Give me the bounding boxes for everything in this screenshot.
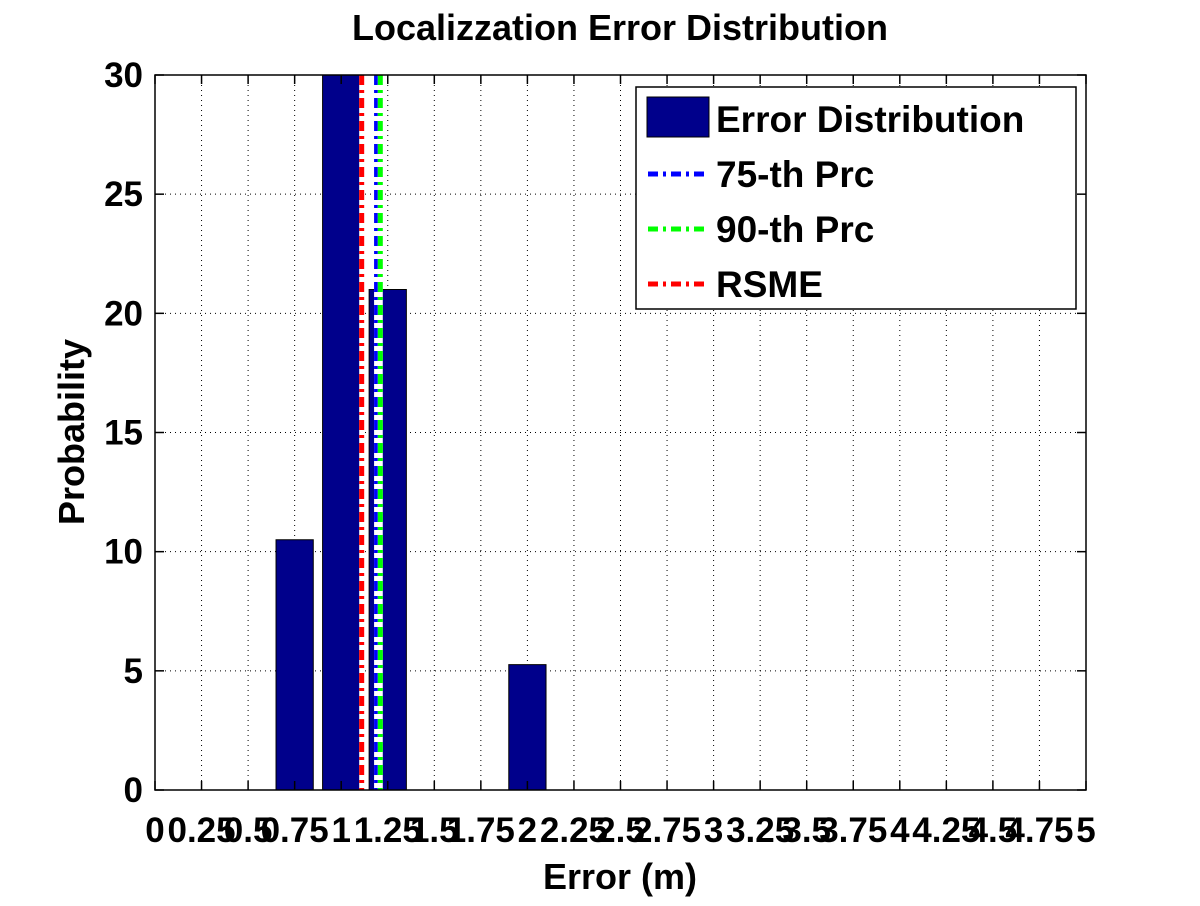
x-tick-label: 0.5 xyxy=(224,811,273,850)
y-tick-label: 25 xyxy=(104,175,143,214)
x-tick-label: 5 xyxy=(1076,811,1095,850)
x-tick-label: 2.5 xyxy=(596,811,645,850)
x-tick-label: 4.5 xyxy=(969,811,1018,850)
x-tick-label: 1 xyxy=(331,811,350,850)
x-tick-label: 1.75 xyxy=(447,811,515,850)
x-tick-label: 4.25 xyxy=(912,811,980,850)
legend-label: 90-th Prc xyxy=(716,209,874,250)
x-tick-label: 0.25 xyxy=(167,811,235,850)
y-axis-label: Probability xyxy=(51,339,92,525)
legend-swatch-bar xyxy=(646,96,710,138)
x-tick-label: 1.5 xyxy=(410,811,459,850)
x-tick-label: 1.25 xyxy=(354,811,422,850)
x-axis-label: Error (m) xyxy=(543,856,697,897)
x-tick-label: 0.75 xyxy=(261,811,329,850)
x-tick-label: 4.75 xyxy=(1005,811,1073,850)
reference-lines-layer xyxy=(359,75,383,790)
axes: 0 0.250.50.75 1 1.251.51.75 2 2.252.52.75 3 3.2… xyxy=(104,56,1096,850)
y-tick-label: 10 xyxy=(104,533,143,572)
x-tick-label: 4 xyxy=(890,811,910,850)
x-tick-label: 3.25 xyxy=(726,811,794,850)
legend: Error Distribution 75-th Prc 90-th Prc RSME xyxy=(635,86,1077,310)
x-tick-label: 2.25 xyxy=(540,811,608,850)
y-tick-label: 15 xyxy=(104,414,143,453)
y-tick-label: 0 xyxy=(124,771,143,810)
chart-title: Localizzation Error Distribution xyxy=(352,7,888,48)
x-tick-label: 0 xyxy=(145,811,164,850)
y-tick-label: 5 xyxy=(124,652,143,691)
x-tick-label: 3.5 xyxy=(782,811,831,850)
y-tick-label: 20 xyxy=(104,294,143,333)
x-tick-label: 2.75 xyxy=(633,811,701,850)
legend-label: RSME xyxy=(716,264,823,305)
histogram-bar xyxy=(508,664,547,791)
y-tick-label: 30 xyxy=(104,56,143,95)
legend-label: Error Distribution xyxy=(716,99,1024,140)
x-tick-label: 3.75 xyxy=(819,811,887,850)
x-tick-label: 3 xyxy=(704,811,723,850)
histogram-bar xyxy=(275,539,314,791)
histogram-bar xyxy=(322,74,361,791)
legend-label: 75-th Prc xyxy=(716,154,874,195)
x-tick-label: 2 xyxy=(518,811,537,850)
